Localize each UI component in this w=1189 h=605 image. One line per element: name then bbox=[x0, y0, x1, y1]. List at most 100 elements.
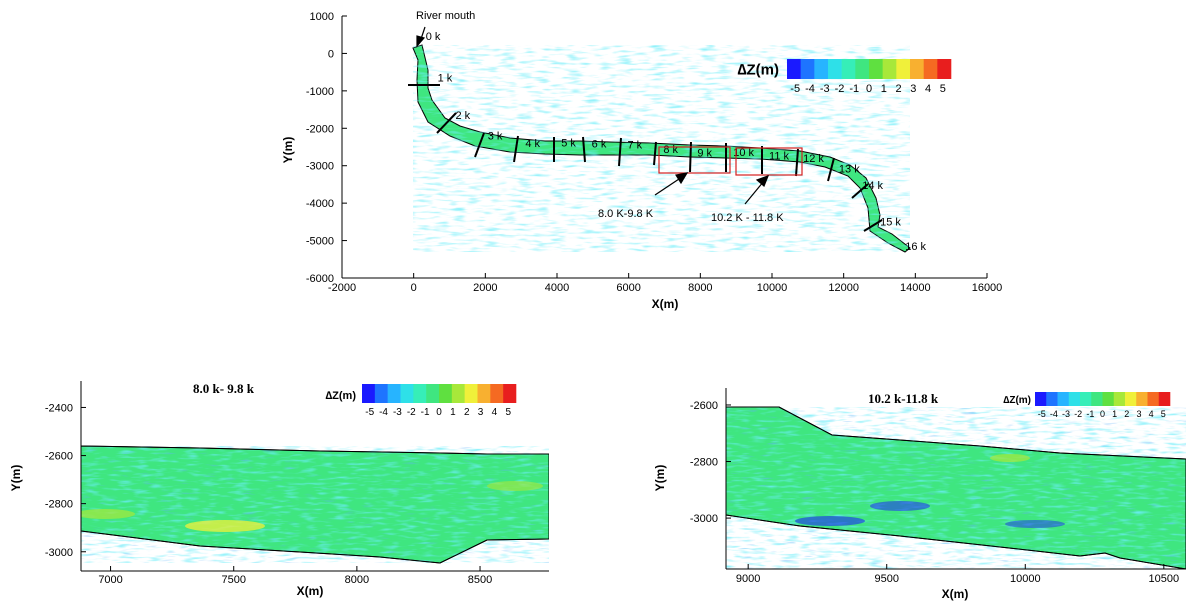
station-label: 1 k bbox=[438, 72, 453, 84]
main-legend-swatch bbox=[923, 59, 938, 79]
main-legend-tick: 2 bbox=[895, 83, 901, 95]
main-legend-swatch bbox=[910, 59, 924, 79]
station-label: 0 k bbox=[426, 31, 441, 43]
zoom-b-legend-swatch bbox=[1057, 392, 1070, 406]
zoom-a-x-tick-label: 8000 bbox=[345, 574, 369, 586]
zoom-b-legend: ∆Z(m) -5 -4 -3 -2 -1 0 1 2 3 4 5 bbox=[1003, 392, 1171, 419]
zoom-a-y-tick-label: -2600 bbox=[45, 451, 73, 463]
station-label: 3 k bbox=[488, 130, 503, 142]
main-x-tick-label: 8000 bbox=[688, 282, 712, 294]
main-legend: ∆Z(m) -5 -4 -3 -2 -1 0 1 2 3 4 5 bbox=[737, 59, 952, 95]
zoom-a-legend-swatch bbox=[464, 384, 478, 403]
main-legend-tick: 4 bbox=[925, 83, 931, 95]
main-legend-tick: 5 bbox=[940, 83, 946, 95]
main-y-tick-label: -1000 bbox=[306, 86, 334, 98]
zoom-a-legend-swatch bbox=[490, 384, 504, 403]
zoom-b-y-label: Y(m) bbox=[653, 465, 667, 492]
main-x-tick-label: -2000 bbox=[328, 282, 356, 294]
main-x-tick-label: 12000 bbox=[828, 282, 859, 294]
zoom-a-legend-swatch bbox=[362, 384, 376, 403]
station-label: 2 k bbox=[456, 110, 471, 122]
zoom-b-x-tick-label: 10000 bbox=[1010, 573, 1041, 585]
main-legend-tick: 1 bbox=[881, 83, 887, 95]
zoom-a-x-tick-label: 7500 bbox=[221, 574, 245, 586]
station-label: 6 k bbox=[592, 139, 607, 151]
zoom-a-y-label: Y(m) bbox=[9, 465, 23, 492]
zoom-b-legend-swatch bbox=[1046, 392, 1058, 406]
zoom-b-title: 10.2 k-11.8 k bbox=[868, 391, 939, 406]
main-legend-tick: -1 bbox=[849, 83, 859, 95]
zoom-b-legend-tick: -5 bbox=[1038, 409, 1046, 419]
zoom-a-legend-tick: -5 bbox=[365, 407, 374, 418]
zoom-b-legend-swatch bbox=[1136, 392, 1148, 406]
zoom-b-legend-tick: 3 bbox=[1136, 409, 1141, 419]
main-y-tick-label: -3000 bbox=[306, 161, 334, 173]
main-y-tick-label: -2000 bbox=[306, 123, 334, 135]
zoom-a-title: 8.0 k- 9.8 k bbox=[193, 381, 255, 396]
main-legend-swatch bbox=[896, 59, 911, 79]
zoom-b-arrowhead bbox=[755, 174, 770, 188]
main-legend-tick: 0 bbox=[866, 83, 872, 95]
zoom-a-legend-tick: 2 bbox=[464, 407, 470, 418]
main-legend-swatch bbox=[882, 59, 897, 79]
main-legend-tick: -3 bbox=[820, 83, 830, 95]
cross-section-8k bbox=[653, 141, 657, 166]
main-x-tick-label: 10000 bbox=[757, 282, 788, 294]
station-label: 12 k bbox=[803, 153, 824, 165]
cross-section-6k bbox=[582, 136, 586, 163]
zoom-a-legend-tick: 0 bbox=[436, 407, 442, 418]
zoom-a-arrowhead bbox=[675, 172, 689, 185]
cross-sections bbox=[408, 84, 883, 232]
zoom-b-legend-swatch bbox=[1035, 392, 1047, 406]
zoom-a-legend-swatch bbox=[400, 384, 414, 403]
main-legend-tick: -4 bbox=[805, 83, 815, 95]
zoom-a-legend-swatch bbox=[426, 384, 440, 403]
main-legend-tick: 3 bbox=[910, 83, 916, 95]
zoom-b-legend-swatch bbox=[1091, 392, 1103, 406]
zoom-b-legend-swatch bbox=[1080, 392, 1092, 406]
zoom-a-legend-tick: -2 bbox=[407, 407, 416, 418]
station-label: 15 k bbox=[880, 216, 901, 228]
main-y-tick-label: 1000 bbox=[310, 11, 334, 23]
zoom-b-legend-tick: 0 bbox=[1100, 409, 1105, 419]
zoom-b-x-tick-label: 10500 bbox=[1149, 573, 1180, 585]
main-x-tick-label: 2000 bbox=[473, 282, 497, 294]
cross-section-14k bbox=[851, 183, 869, 199]
zoom-a-legend: ∆Z(m) -5 -4 -3 -2 -1 0 1 2 3 4 5 bbox=[325, 384, 517, 418]
zoom-b-legend-swatch bbox=[1113, 392, 1126, 406]
main-y-tick-label: 0 bbox=[328, 48, 334, 60]
zoom-a-x-tick-label: 8500 bbox=[468, 574, 492, 586]
main-legend-swatch bbox=[828, 59, 842, 79]
zoom-a-legend-swatch bbox=[387, 384, 401, 403]
zoom-b-x-label: X(m) bbox=[942, 587, 969, 601]
river-mouth-arrowhead bbox=[416, 35, 426, 48]
zoom-a-legend-swatch bbox=[477, 384, 491, 403]
cross-section-4k bbox=[513, 135, 519, 163]
zoom-b-x-tick-label: 9000 bbox=[736, 573, 760, 585]
zoom-b-y-tick-label: -2600 bbox=[690, 400, 718, 412]
main-legend-swatch bbox=[800, 59, 815, 79]
cross-section-13k bbox=[827, 157, 835, 182]
main-legend-tick: -2 bbox=[835, 83, 845, 95]
main-legend-tick: -5 bbox=[790, 83, 800, 95]
main-legend-swatch bbox=[937, 59, 952, 79]
river-mouth-label: River mouth bbox=[416, 10, 475, 22]
main-y-label: Y(m) bbox=[281, 137, 295, 164]
zoom-b-legend-swatch bbox=[1147, 392, 1160, 406]
zoom-a-x-label: X(m) bbox=[297, 584, 324, 598]
cross-section-3k bbox=[474, 132, 485, 158]
zoom-b-label: 10.2 K - 11.8 K bbox=[711, 212, 784, 224]
zoom-b-legend-tick: -2 bbox=[1074, 409, 1082, 419]
station-label: 7 k bbox=[628, 140, 643, 152]
zoom-a-label: 8.0 K-9.8 K bbox=[598, 208, 654, 220]
zoom-plot-10.2-11.8k: 9000 9500 10000 10500 -2600-2800-3000 X(m) … bbox=[653, 388, 1186, 601]
zoom-a-legend-tick: 1 bbox=[450, 407, 456, 418]
main-y-tick-label: -5000 bbox=[306, 236, 334, 248]
zoom-box-8-9.8k bbox=[658, 146, 731, 174]
zoom-a-legend-swatch bbox=[451, 384, 465, 403]
main-legend-swatch bbox=[841, 59, 856, 79]
zoom-b-legend-tick: 1 bbox=[1112, 409, 1117, 419]
station-label: 11 k bbox=[769, 151, 789, 163]
main-y-tick-label: -6000 bbox=[306, 273, 334, 285]
